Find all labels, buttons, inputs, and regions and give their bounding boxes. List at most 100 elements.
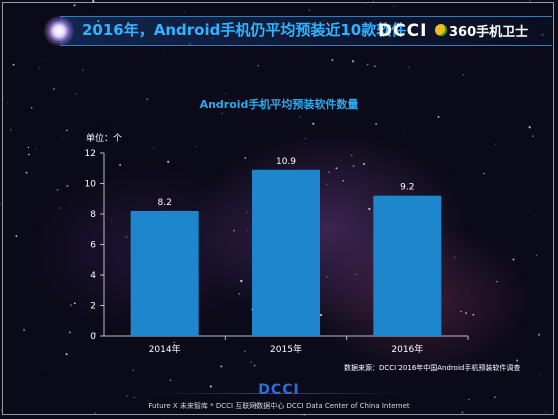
star [167, 160, 170, 163]
star [221, 118, 223, 120]
star [363, 163, 365, 165]
star [483, 172, 485, 175]
star [200, 104, 202, 106]
star [141, 198, 142, 200]
star [537, 333, 541, 336]
star [94, 332, 96, 335]
star [472, 313, 475, 316]
star [146, 98, 149, 101]
star [440, 56, 442, 58]
star [250, 361, 252, 363]
footer-text: Future X 未来智库 * DCCI 互联网数据中心 DCCI Data C… [148, 402, 410, 410]
star [52, 87, 55, 91]
star [254, 404, 257, 407]
star [494, 396, 496, 398]
star [39, 67, 40, 69]
star [15, 235, 18, 238]
star [312, 122, 315, 125]
star [62, 137, 64, 138]
star [59, 207, 61, 209]
star [66, 184, 69, 188]
star [132, 369, 134, 372]
star [12, 63, 15, 66]
star [93, 15, 95, 17]
star [163, 51, 164, 53]
star [233, 229, 235, 232]
star [366, 365, 368, 367]
star [308, 9, 310, 11]
star [246, 229, 248, 231]
star [366, 63, 369, 66]
star [536, 254, 538, 256]
star [244, 350, 246, 353]
star [319, 313, 323, 317]
star [94, 412, 96, 414]
bar [130, 210, 199, 336]
star [340, 160, 341, 162]
star [184, 11, 185, 12]
star [35, 148, 37, 150]
star [153, 147, 155, 149]
star [462, 74, 464, 76]
star [244, 157, 247, 159]
star [209, 385, 212, 388]
star [92, 0, 95, 3]
star [397, 364, 399, 367]
star [173, 341, 176, 344]
star [103, 127, 105, 128]
star [216, 104, 218, 106]
star [169, 379, 172, 382]
star [66, 129, 68, 131]
star [328, 171, 330, 173]
star [461, 411, 464, 414]
star [468, 399, 470, 401]
star [7, 102, 8, 104]
star [354, 273, 356, 275]
star [221, 112, 223, 115]
x-tick-label: 2016年 [391, 343, 423, 355]
bar-value-label: 10.9 [276, 157, 296, 167]
star [453, 256, 456, 259]
star [331, 59, 334, 62]
star [220, 365, 223, 368]
y-tick-label: 12 [85, 149, 96, 159]
star [294, 394, 296, 396]
star [351, 154, 353, 156]
footer-divider [150, 393, 408, 394]
header-band [60, 16, 552, 46]
star-glow-icon [44, 16, 74, 46]
star [374, 65, 376, 67]
star [516, 359, 519, 362]
star [195, 146, 197, 148]
star [512, 258, 515, 261]
star [257, 64, 259, 67]
star [68, 331, 71, 334]
star [69, 304, 73, 307]
star [437, 116, 440, 118]
x-tick-label: 2014年 [149, 343, 181, 355]
star [496, 280, 498, 283]
star [392, 5, 394, 7]
slide-frame [2, 2, 554, 415]
star [22, 328, 26, 332]
data-source: 数据来源：DCCI 2016年中国Android手机预装软件调查 [344, 364, 521, 372]
star [352, 165, 355, 168]
star [539, 373, 541, 375]
star [25, 171, 28, 174]
star [532, 135, 534, 137]
star [404, 133, 405, 135]
star [447, 172, 449, 174]
star [367, 363, 370, 365]
star [372, 0, 374, 2]
y-tick-label: 10 [85, 180, 97, 190]
star [27, 146, 30, 149]
star [298, 116, 301, 118]
star [246, 211, 248, 213]
star [73, 302, 76, 305]
y-tick-label: 6 [90, 241, 96, 251]
star [544, 411, 546, 413]
unit-label: 单位：个 [86, 134, 123, 144]
star [495, 143, 497, 145]
star [73, 4, 76, 7]
star [529, 0, 531, 2]
